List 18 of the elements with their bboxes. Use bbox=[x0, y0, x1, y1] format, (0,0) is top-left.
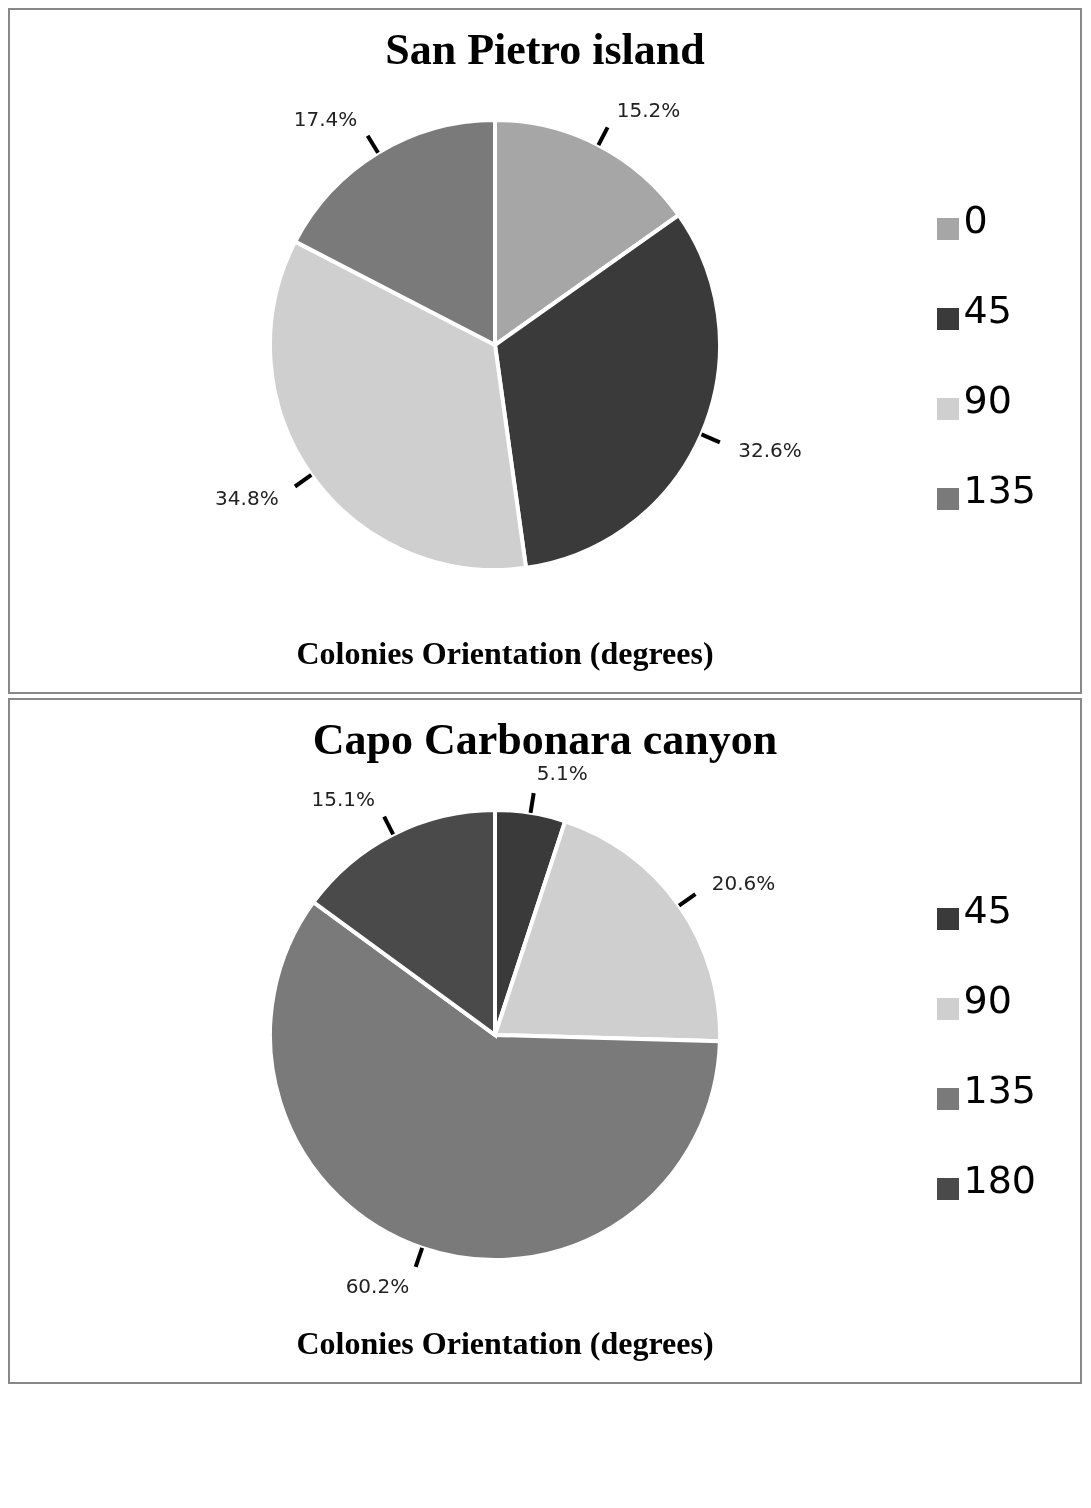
legend-label: 135 bbox=[963, 1068, 1036, 1112]
legend-label: 0 bbox=[963, 198, 988, 242]
legend-label: 90 bbox=[963, 978, 1012, 1022]
data-label: 15.1% bbox=[311, 786, 376, 811]
legend-label: 180 bbox=[963, 1158, 1036, 1202]
text: Colonies Orientation (degrees) bbox=[295, 635, 715, 673]
legend-label: 45 bbox=[963, 888, 1012, 932]
text: Colonies Orientation (degrees) bbox=[295, 1325, 715, 1363]
legend-label: 90 bbox=[963, 378, 1012, 422]
data-label: 15.2% bbox=[616, 97, 681, 122]
data-label: 32.6% bbox=[738, 438, 802, 463]
legend-label: 135 bbox=[963, 468, 1036, 512]
data-label: 17.4% bbox=[293, 106, 358, 131]
data-label: 60.2% bbox=[345, 1273, 410, 1298]
chart-title: San Pietro island bbox=[384, 24, 706, 75]
legend-label: 45 bbox=[963, 288, 1012, 332]
data-label: 34.8% bbox=[215, 486, 279, 511]
data-label: 20.6% bbox=[711, 870, 776, 895]
